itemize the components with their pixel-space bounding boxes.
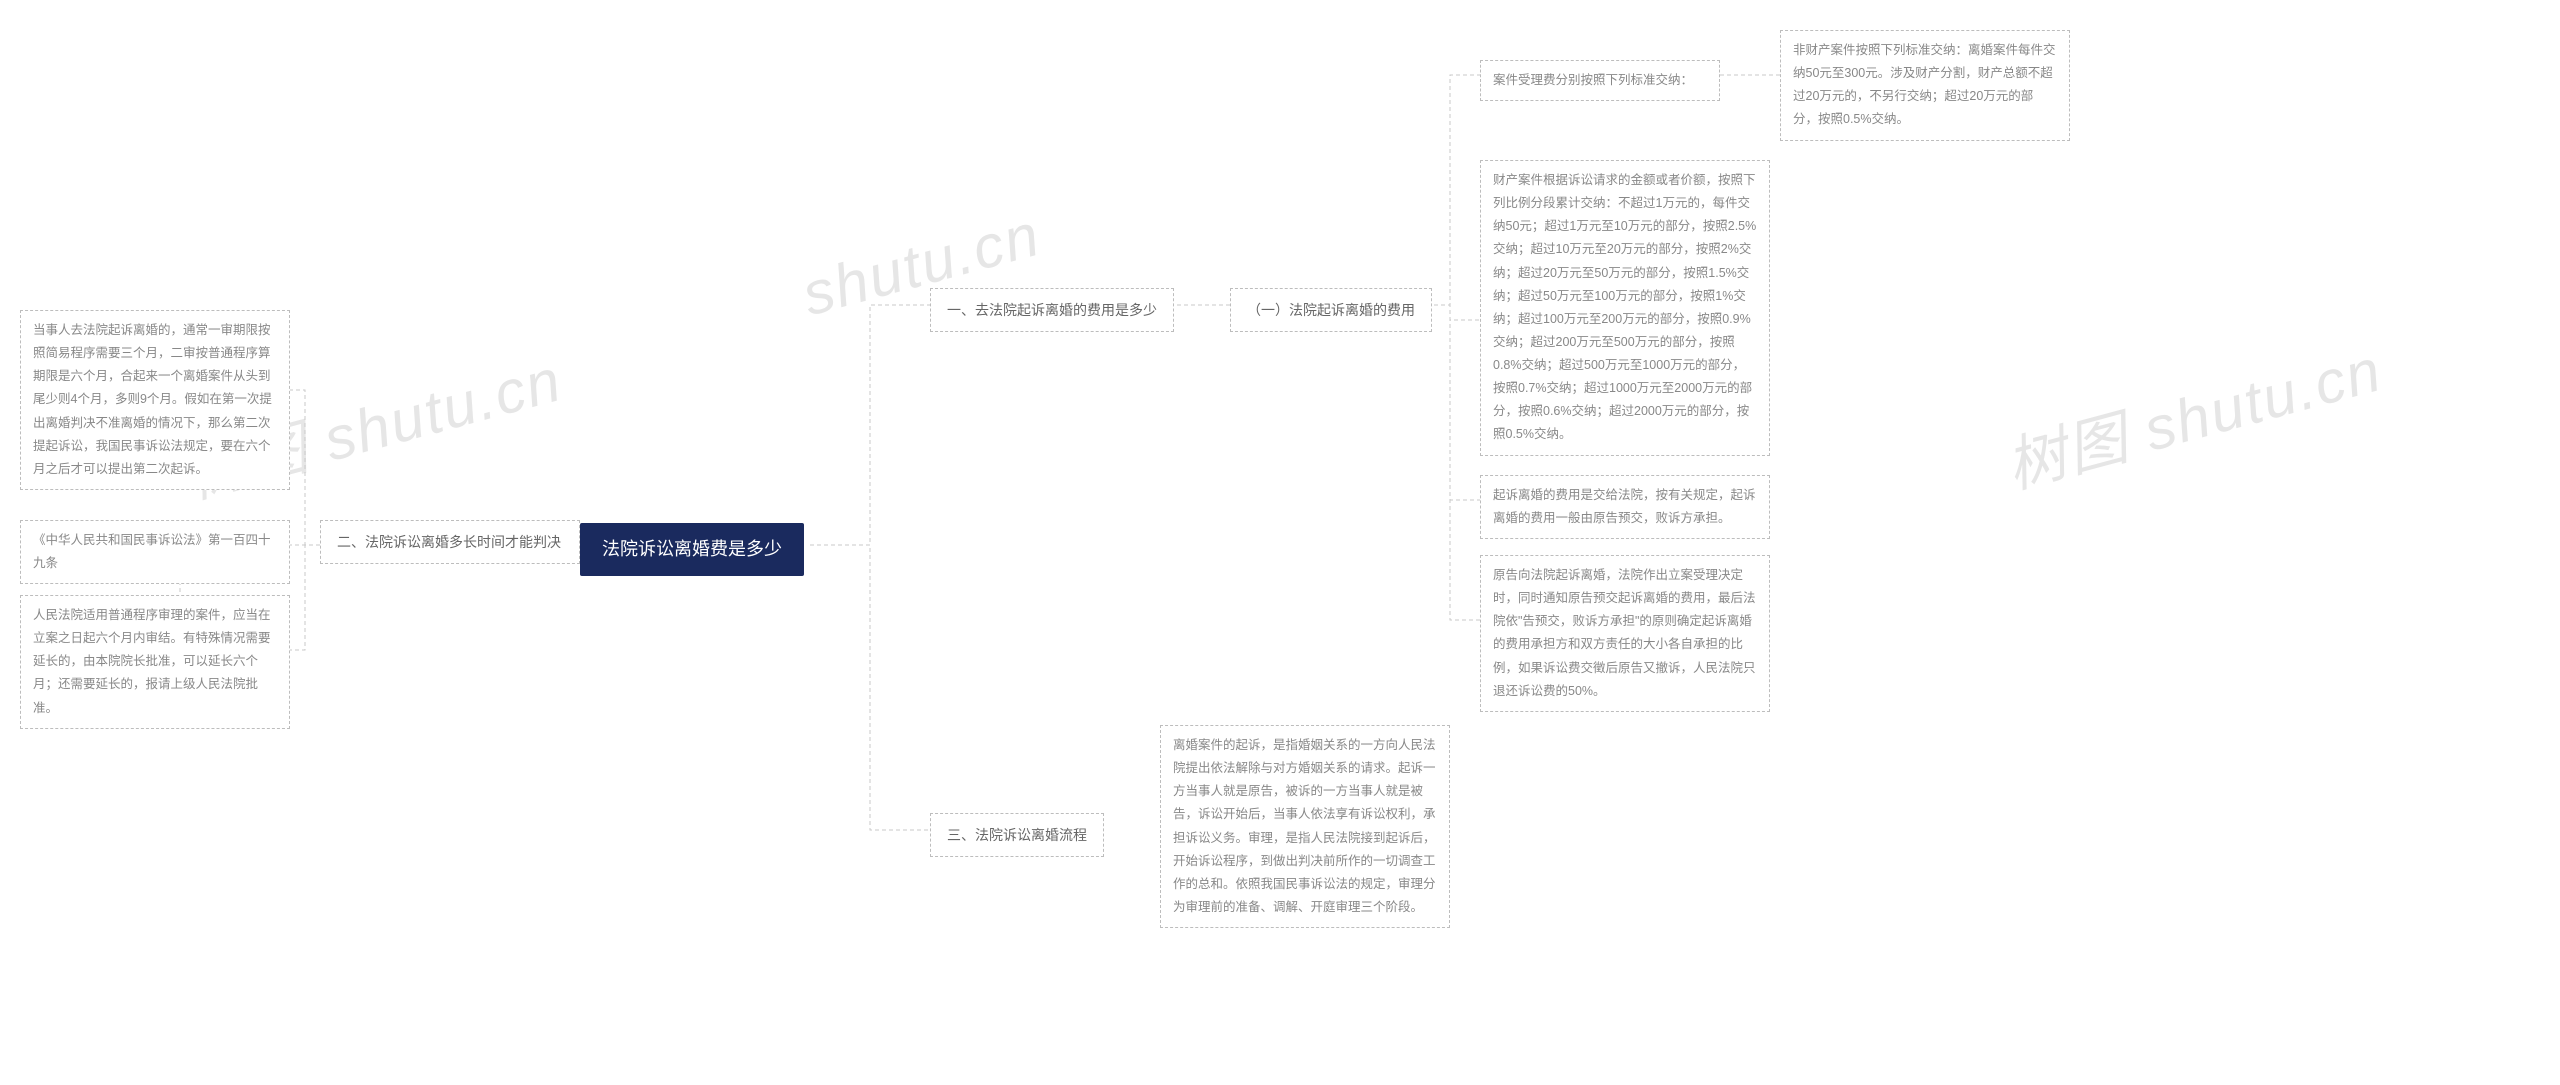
leaf-node: 案件受理费分别按照下列标准交纳： (1480, 60, 1720, 101)
root-node: 法院诉讼离婚费是多少 (580, 523, 804, 576)
branch-node: 一、去法院起诉离婚的费用是多少 (930, 288, 1174, 332)
mindmap-canvas: 树图 shutu.cn shutu.cn 树图 shutu.cn 法院诉讼离婚费… (0, 0, 2560, 1085)
leaf-node: 非财产案件按照下列标准交纳：离婚案件每件交纳50元至300元。涉及财产分割，财产… (1780, 30, 2070, 141)
leaf-node: 当事人去法院起诉离婚的，通常一审期限按照简易程序需要三个月，二审按普通程序算期限… (20, 310, 290, 490)
leaf-node: 原告向法院起诉离婚，法院作出立案受理决定时，同时通知原告预交起诉离婚的费用，最后… (1480, 555, 1770, 712)
branch-node: 二、法院诉讼离婚多长时间才能判决 (320, 520, 580, 564)
leaf-node: 起诉离婚的费用是交给法院，按有关规定，起诉离婚的费用一般由原告预交，败诉方承担。 (1480, 475, 1770, 539)
branch-node: （一）法院起诉离婚的费用 (1230, 288, 1432, 332)
leaf-node: 人民法院适用普通程序审理的案件，应当在立案之日起六个月内审结。有特殊情况需要延长… (20, 595, 290, 729)
leaf-node: 离婚案件的起诉，是指婚姻关系的一方向人民法院提出依法解除与对方婚姻关系的请求。起… (1160, 725, 1450, 928)
leaf-node: 财产案件根据诉讼请求的金额或者价额，按照下列比例分段累计交纳：不超过1万元的，每… (1480, 160, 1770, 456)
watermark: 树图 shutu.cn (1995, 322, 2390, 506)
branch-node: 三、法院诉讼离婚流程 (930, 813, 1104, 857)
leaf-node: 《中华人民共和国民事诉讼法》第一百四十九条 (20, 520, 290, 584)
